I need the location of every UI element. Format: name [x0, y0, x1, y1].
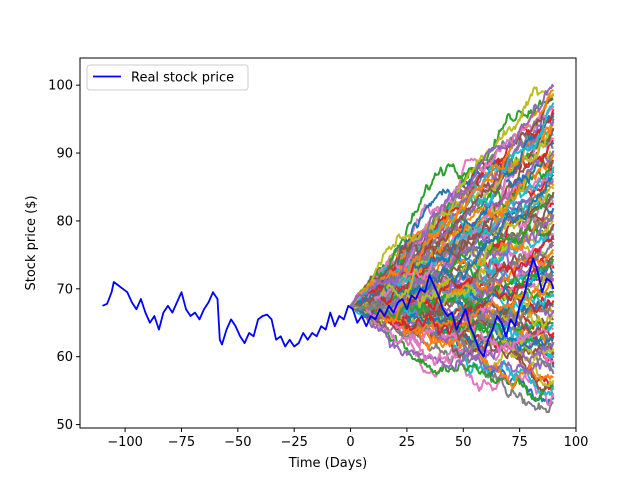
legend-label-real-stock-price: Real stock price	[131, 71, 234, 86]
legend: Real stock price	[86, 64, 249, 91]
simulation-line-66	[349, 193, 555, 307]
x-tick-label: 75	[511, 435, 528, 450]
x-tick-label: −50	[224, 435, 251, 450]
simulation-line-82	[350, 141, 555, 307]
y-axis-ticks: 50 60 70 80 90 100	[48, 79, 80, 433]
x-tick-label: 0	[346, 435, 354, 450]
simulation-line-97	[349, 94, 555, 307]
simulation-line-49	[349, 248, 555, 324]
x-tick-label: −75	[168, 435, 195, 450]
real-series-group	[102, 257, 555, 358]
simulation-series-group	[349, 83, 555, 414]
y-tick-label: 100	[48, 79, 73, 94]
y-tick-label: 50	[56, 418, 73, 433]
simulation-line-100	[349, 83, 555, 307]
x-tick-label: 100	[564, 435, 589, 450]
y-axis-label: Stock price ($)	[24, 195, 39, 290]
x-tick-label: 50	[455, 435, 472, 450]
simulation-line-95	[349, 102, 555, 307]
real-stock-price-line	[102, 257, 555, 358]
x-tick-label: 25	[399, 435, 416, 450]
x-tick-label: −100	[107, 435, 143, 450]
x-axis-ticks: −100 −75 −50 −25 0 25 50 75 100	[107, 428, 588, 450]
simulation-line-17	[350, 304, 555, 360]
legend-box	[86, 64, 249, 91]
x-axis-label: Time (Days)	[288, 456, 368, 471]
simulation-line-98	[349, 86, 555, 307]
y-tick-label: 80	[56, 214, 73, 229]
x-tick-label: −25	[280, 435, 307, 450]
y-tick-label: 60	[56, 350, 73, 365]
plot-frame	[79, 57, 577, 429]
simulation-line-10	[350, 303, 555, 375]
y-tick-label: 90	[56, 147, 73, 162]
y-tick-label: 70	[56, 282, 73, 297]
